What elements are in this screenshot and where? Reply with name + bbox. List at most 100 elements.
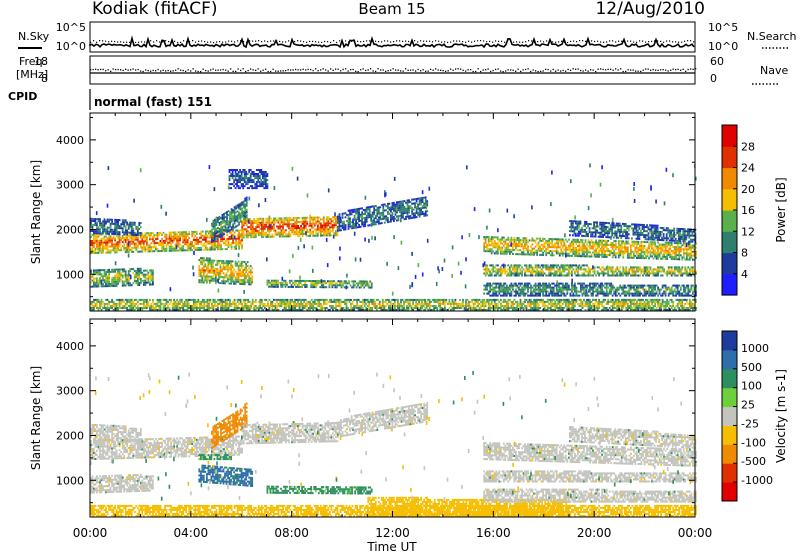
scatter-cell [368,206,371,209]
scatter-cell [226,244,228,246]
scatter-cell [112,249,115,252]
scatter-cell [373,219,376,222]
scatter-cell [369,307,372,309]
scatter-cell [91,244,94,246]
scatter-cell [200,234,203,237]
scatter-cell [267,227,269,230]
scatter-cell [657,305,659,307]
scatter-cell [174,302,177,305]
scatter-cell [245,307,248,309]
scatter-cell [141,298,144,301]
scatter-cell [383,309,386,311]
nave-dot [147,70,149,72]
scatter-cell [357,282,359,285]
nave-dot [280,70,282,72]
scatter-cell [224,228,227,231]
scatter-cell [127,270,130,273]
scatter-cell [224,222,227,225]
nsearch-dot [477,40,479,42]
scatter-cell [625,309,628,311]
scatter-cell [217,231,219,233]
scatter-cell [377,206,380,209]
scatter-cell [242,300,245,303]
scatter-cell [262,233,265,236]
scatter-cell [417,203,419,206]
scatter-cell [533,298,535,301]
scatter-cell [457,307,460,309]
scatter-cell [423,204,426,207]
scatter-cell [424,202,427,205]
scatter-cell [183,241,186,244]
scatter-cell [289,285,291,288]
nave-dot [285,70,287,72]
scatter-cell [306,300,309,303]
scatter-cell [159,302,162,305]
scatter-cell [117,302,119,305]
scatter-cell [156,234,159,236]
scatter-cell [242,269,245,271]
scatter-cell [274,221,277,224]
scatter-cell [126,233,129,236]
scatter-cell [504,298,507,301]
nsearch-dot [177,41,179,44]
scatter-cell [152,281,154,284]
scatter-cell [100,249,103,252]
scatter-cell [117,245,119,248]
scatter-cell [126,307,129,309]
nave-dot [532,69,534,71]
scatter-cell [424,298,427,301]
nsearch-dot [198,40,200,42]
scatter-cell [118,305,121,307]
scatter-cell [411,206,413,209]
scatter-cell [126,245,129,247]
scatter-cell [490,298,493,301]
scatter-cell [388,305,390,307]
scatter-cell [112,235,115,238]
scatter-cell [133,280,136,283]
scatter-cell [120,247,123,250]
nsearch-dot [228,40,230,42]
scatter-cell [412,298,414,301]
scatter-cell [277,217,280,220]
scatter-cell [91,275,94,278]
scatter-cell [335,216,337,219]
scatter-cell [201,275,204,278]
scatter-cell [204,230,207,233]
scatter-cell [114,282,116,285]
scatter-cell [133,244,136,247]
scatter-cell [204,305,207,307]
scatter-cell [112,284,115,287]
scatter-cell [121,219,124,222]
scatter-cell [592,305,594,307]
scatter-cell [133,309,136,311]
scatter-cell [111,305,113,307]
scatter-cell [214,228,216,231]
scatter-cell [341,224,344,227]
scatter-cell [217,248,219,251]
scatter-cell [342,307,345,309]
nave-dot [167,69,169,72]
scatter-cell [201,277,204,280]
scatter-cell [111,278,113,281]
scatter-cell [195,236,198,239]
scatter-cell [144,248,147,251]
nave-dot [170,70,172,72]
scatter-cell [239,282,241,285]
scatter-cell [561,302,564,305]
scatter-cell [257,221,260,224]
scatter-cell [126,236,129,239]
scatter-cell [396,203,398,206]
scatter-cell [309,216,312,219]
scatter-cell [158,234,160,236]
scatter-cell [340,286,343,289]
scatter-cell [439,300,442,303]
scatter-cell [229,225,231,228]
scatter-cell [212,236,215,239]
scatter-cell [651,309,653,311]
scatter-cell [153,246,156,249]
scatter-cell [368,309,371,311]
scatter-cell [127,274,130,277]
scatter-cell [294,300,296,303]
scatter-cell [414,216,416,219]
scatter-cell [203,238,206,241]
